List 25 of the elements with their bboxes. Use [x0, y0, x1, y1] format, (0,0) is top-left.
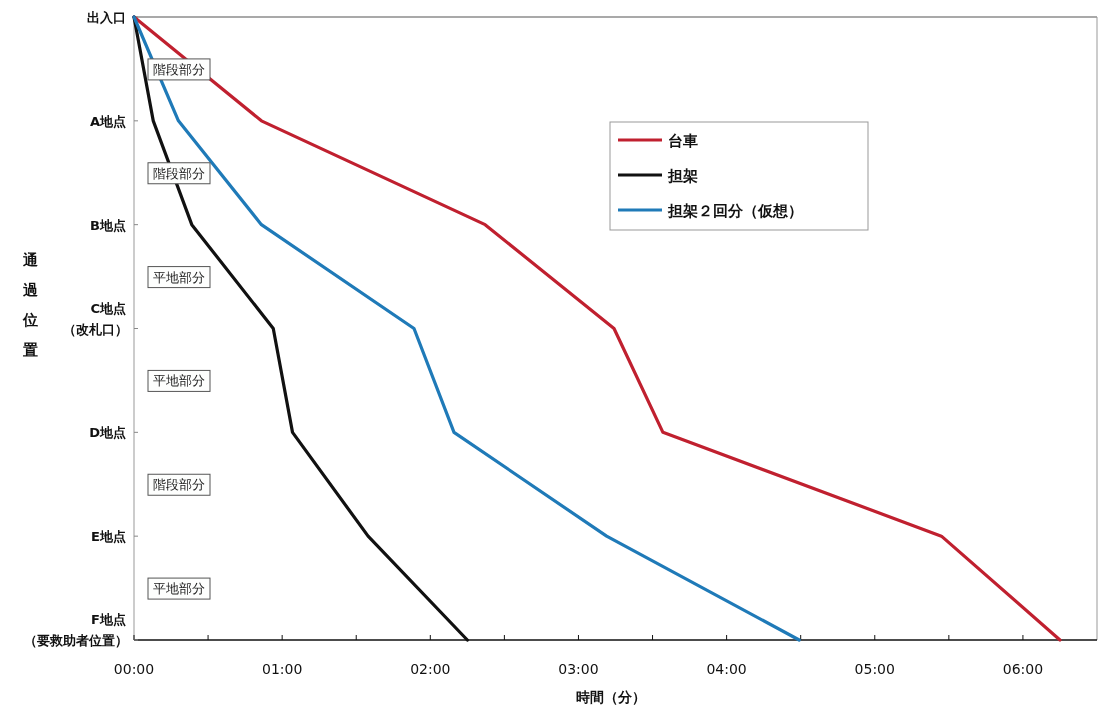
annotation: 階段部分	[153, 61, 205, 77]
x-axis-title: 時間（分）	[576, 689, 646, 705]
y-tick-label: D地点	[89, 425, 126, 441]
annotation: 平地部分	[153, 269, 205, 285]
x-tick-label: 02:00	[410, 661, 451, 677]
x-tick-label: 00:00	[113, 661, 155, 677]
y-axis-title: 通過位置	[21, 251, 39, 359]
y-tick-label: A地点	[89, 113, 126, 129]
y-tick-label: F地点（要救助者位置）	[24, 612, 128, 648]
y-tick-label: C地点（改札口）	[63, 300, 128, 337]
legend-label: 台車	[668, 132, 698, 150]
legend-label: 担架２回分（仮想）	[667, 202, 803, 220]
x-tick-label: 04:00	[706, 661, 747, 677]
y-tick-label: E地点	[91, 529, 126, 545]
y-tick-label: B地点	[90, 217, 126, 233]
annotation: 階段部分	[153, 165, 205, 181]
x-tick-label: 05:00	[854, 661, 895, 677]
x-tick-label: 01:00	[261, 661, 303, 677]
annotation: 平地部分	[153, 581, 205, 597]
x-tick-label: 06:00	[1002, 661, 1044, 677]
legend-label: 担架	[667, 167, 698, 185]
x-tick-label: 03:00	[558, 661, 599, 677]
annotation: 階段部分	[153, 477, 205, 493]
y-tick-label: 出入口	[87, 10, 126, 25]
annotation: 平地部分	[153, 373, 205, 389]
